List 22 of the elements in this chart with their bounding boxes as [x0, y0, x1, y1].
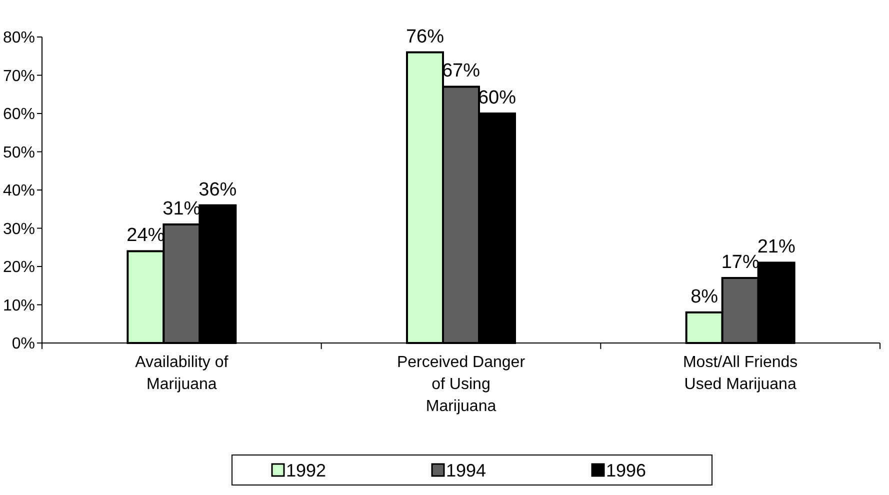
x-tick-label: Availability of Marijuana — [135, 354, 229, 393]
data-label: 21% — [757, 236, 796, 258]
data-label: 76% — [406, 26, 444, 48]
y-tick-label: 70% — [2, 68, 35, 85]
y-tick-label: 50% — [2, 144, 35, 162]
data-label: 8% — [690, 286, 718, 308]
x-tick-label: Most/All Friends Used Marijuana — [682, 354, 798, 393]
y-tick-label: 0% — [12, 336, 35, 353]
y-tick-label: 60% — [2, 106, 35, 124]
y-tick-label: 80% — [2, 30, 35, 47]
data-label: 67% — [442, 60, 480, 82]
y-tick-label: 30% — [2, 220, 35, 238]
data-label: 36% — [198, 179, 237, 200]
y-tick-label: 40% — [2, 182, 35, 200]
legend-label: 1996 — [606, 460, 646, 480]
legend-label: 1994 — [446, 460, 486, 480]
x-tick-label: Perceived Danger of Using Marijuana — [396, 354, 526, 415]
y-tick-label: 10% — [2, 297, 35, 314]
y-tick-label: 20% — [2, 259, 35, 276]
data-label: 60% — [478, 88, 516, 108]
data-label: 17% — [721, 252, 760, 273]
legend-label: 1992 — [286, 460, 326, 480]
